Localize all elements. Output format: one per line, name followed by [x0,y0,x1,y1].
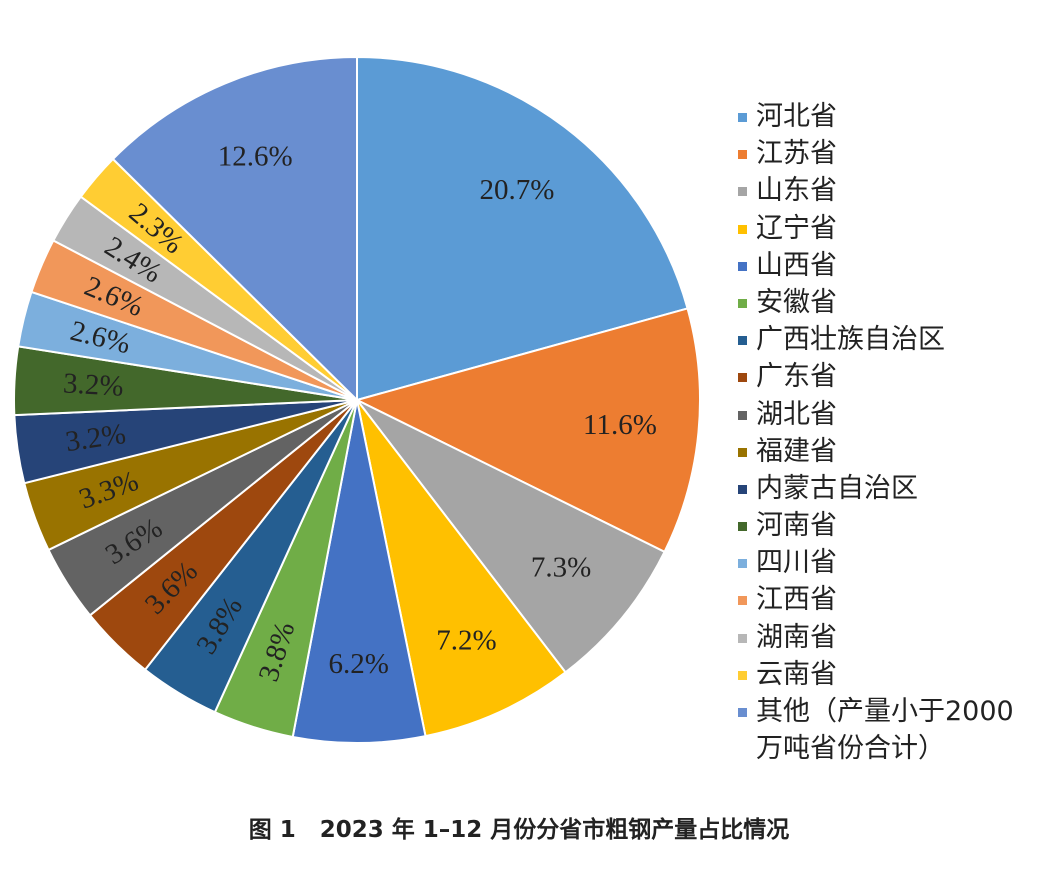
legend-item-5: 安徽省 [738,284,1038,321]
legend-swatch-7 [738,373,747,383]
legend-swatch-12 [738,559,747,569]
legend-swatch-10 [738,484,747,494]
pie-slice-label-3: 7.2% [436,624,496,656]
legend-item-12: 四川省 [738,544,1038,581]
pie-slice-2 [356,399,666,674]
legend-item-7: 广东省 [738,358,1038,395]
pie-chart: 20.7%11.6%7.3%7.2%6.2%3.8%3.8%3.6%3.6%3.… [13,55,701,744]
legend-swatch-1 [738,150,747,160]
legend-item-9: 福建省 [738,433,1038,470]
pie-slice-0 [356,55,689,402]
legend-label-2: 山东省 [756,175,837,207]
legend-label-8: 湖北省 [756,398,837,430]
pie-slice-4 [291,399,427,744]
legend-swatch-2 [738,187,747,197]
legend-swatch-6 [738,336,747,346]
legend-swatch-8 [738,410,747,420]
legend-label-1: 江苏省 [756,138,837,170]
legend-item-11: 河南省 [738,507,1038,544]
legend-item-10: 内蒙古自治区 [738,470,1038,507]
legend-label-6: 广西壮族自治区 [756,324,945,356]
legend-label-7: 广东省 [756,361,837,393]
legend-item-3: 辽宁省 [738,210,1038,247]
legend-item-15: 云南省 [738,656,1038,693]
legend-label-5: 安徽省 [756,286,837,318]
pie-slice-1 [354,307,701,554]
pie-slice-label-11: 3.2% [62,367,124,402]
legend-label-12: 四川省 [756,547,837,579]
chart-caption: 图 1 2023 年 1–12 月份分省市粗钢产量占比情况 [248,817,790,843]
legend-item-16: 其他（产量小于2000 万吨省份合计） [738,693,1038,764]
pie-slice-label-0: 20.7% [479,174,554,206]
legend-label-14: 湖南省 [756,621,837,653]
legend-item-2: 山东省 [738,172,1038,209]
legend-item-6: 广西壮族自治区 [738,321,1038,358]
legend-swatch-0 [738,113,747,122]
legend-swatch-13 [738,596,747,606]
legend-item-13: 江西省 [738,581,1038,618]
legend-label-16: 其他（产量小于2000 万吨省份合计） [756,696,1014,764]
pie-slice-label-16: 12.6% [218,140,293,172]
pie-slice-label-2: 7.3% [531,552,591,584]
legend-item-8: 湖北省 [738,396,1038,433]
legend-label-15: 云南省 [756,658,837,690]
legend-swatch-11 [738,522,747,532]
legend-label-4: 山西省 [756,249,837,281]
legend-label-11: 河南省 [756,510,837,542]
legend-item-14: 湖南省 [738,619,1038,656]
legend-swatch-3 [738,224,747,234]
legend-item-1: 江苏省 [738,135,1038,172]
legend-label-0: 河北省 [756,101,837,132]
legend-swatch-9 [738,447,747,457]
legend-swatch-5 [738,298,747,308]
legend-label-3: 辽宁省 [756,212,837,244]
legend-label-13: 江西省 [756,584,837,616]
legend-label-10: 内蒙古自治区 [756,472,918,504]
legend-swatch-15 [738,670,747,680]
legend-item-4: 山西省 [738,247,1038,284]
legend: 河北省江苏省山东省辽宁省山西省安徽省广西壮族自治区 广东省湖北省福建省内蒙古自治区… [738,98,1038,764]
pie-slice-label-1: 11.6% [583,409,657,441]
legend-swatch-14 [738,633,747,643]
pie-slice-16 [111,55,358,403]
pie-slice-label-4: 6.2% [328,648,388,680]
legend-item-0: 河北省 [738,98,1038,135]
legend-label-9: 福建省 [756,435,837,467]
pie-slices [13,55,701,744]
legend-swatch-16 [738,708,747,717]
legend-swatch-4 [738,261,747,271]
